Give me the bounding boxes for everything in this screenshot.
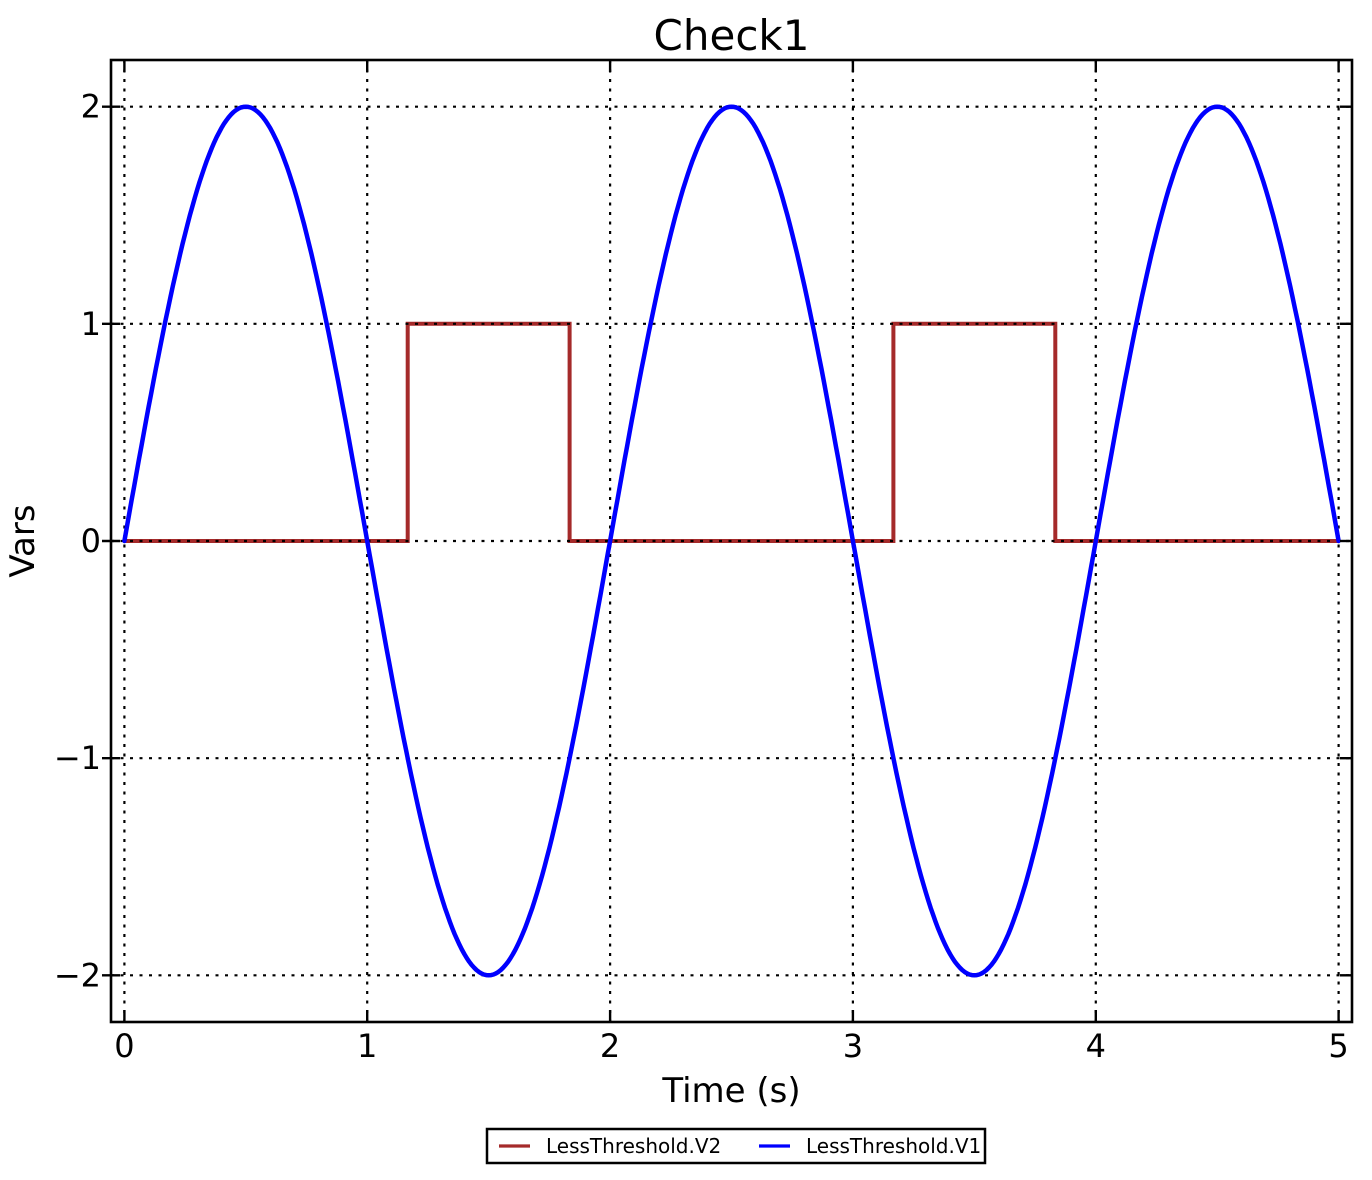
series-line-lessthreshold-v1	[122, 104, 1341, 978]
x-axis-label: Time (s)	[661, 1071, 800, 1111]
x-tick-label-2: 2	[600, 1027, 620, 1065]
y-tick-label-0: 0	[81, 522, 101, 560]
y-tick-label--2: −2	[54, 956, 101, 994]
x-tick-label-0: 0	[114, 1027, 134, 1065]
x-tick-label-3: 3	[843, 1027, 863, 1065]
y-tick-label-1: 1	[81, 305, 101, 343]
legend-label-lessthreshold-v1: LessThreshold.V1	[806, 1134, 981, 1158]
y-axis-label: Vars	[3, 504, 43, 577]
y-tick-label-2: 2	[81, 88, 101, 126]
legend-box	[485, 1127, 987, 1165]
legend-label-lessthreshold-v2: LessThreshold.V2	[546, 1134, 721, 1158]
x-tick-label-5: 5	[1328, 1027, 1348, 1065]
x-tick-label-1: 1	[357, 1027, 377, 1065]
chart-title: Check1	[654, 11, 810, 60]
x-tick-label-4: 4	[1086, 1027, 1106, 1065]
y-tick-label--1: −1	[54, 739, 101, 777]
